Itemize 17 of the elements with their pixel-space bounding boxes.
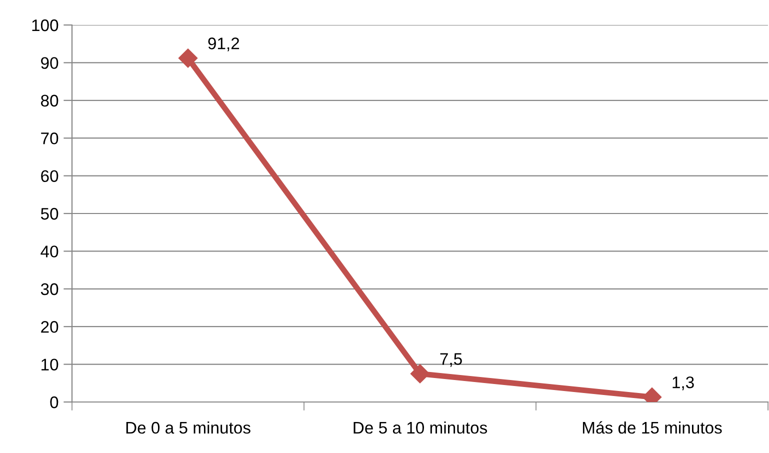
data-label: 91,2 [208,38,240,52]
y-tick-label: 0 [50,396,58,408]
x-tick-label: Más de 15 minutos [582,421,722,434]
data-label: 7,5 [440,353,462,367]
x-tick-label: De 0 a 5 minutos [126,421,250,434]
y-tick-label: 40 [40,246,58,258]
y-tick-label: 90 [41,57,58,69]
y-tick-label: 60 [41,170,58,182]
data-label: 1,3 [672,376,694,390]
y-tick-label: 10 [42,358,58,371]
y-tick-label: 20 [41,321,58,333]
y-tick-label: 100 [32,19,58,32]
y-tick-label: 30 [40,283,58,296]
y-tick-label: 70 [41,132,58,144]
y-tick-label: 50 [40,208,58,220]
y-tick-label: 80 [40,94,58,107]
x-tick-label: De 5 a 10 minutos [354,421,488,434]
